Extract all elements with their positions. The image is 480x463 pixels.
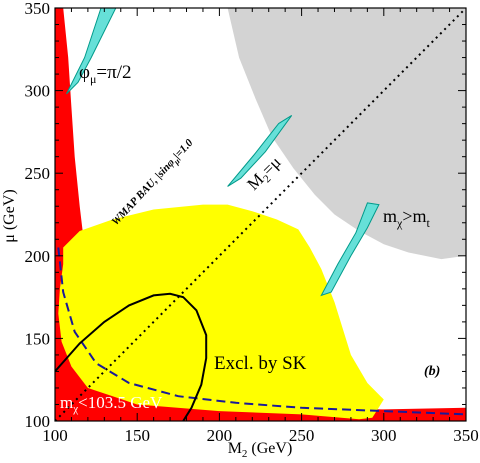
x-axis-title-unit: (GeV) [247, 440, 292, 457]
y-tick-label: 100 [25, 412, 51, 431]
band-wmap-bau-upper-left [66, 8, 117, 95]
region-excl-by-sk [58, 204, 384, 420]
x-tick-label: 150 [124, 426, 150, 445]
y-tick-label: 250 [25, 164, 51, 183]
phase-annotation: φμ=π/2 [79, 62, 132, 86]
y-axis-title: μ (GeV) [1, 189, 18, 242]
x-tick-label: 250 [289, 426, 315, 445]
x-axis-title-sub: 2 [242, 448, 248, 460]
line-closed-contour [55, 292, 208, 421]
x-tick-label: 300 [371, 426, 397, 445]
y-tick-label: 350 [25, 0, 51, 18]
mchi-mt-annotation: mχ>mt [383, 206, 431, 230]
line-m2-mu [55, 8, 466, 421]
sk-annotation: Excl. by SK [214, 353, 307, 374]
line-m-chi-103-5-gev [57, 247, 466, 416]
ticks-layer: 100 150 200 250 300 350 100 150 200 250 300 350 [25, 0, 479, 445]
lines-layer [55, 8, 466, 421]
mchi-limit-annotation: mχ<103.5 GeV [60, 393, 163, 415]
x-axis-title-main: M [228, 440, 242, 457]
band-wmap-bau-lower-right [320, 202, 380, 297]
x-tick-label: 100 [42, 426, 68, 445]
panel-label: (b) [424, 364, 440, 379]
x-tick-label: 350 [453, 426, 479, 445]
x-tick-label: 200 [207, 426, 233, 445]
region-m-chi-m-t [227, 8, 466, 260]
plot-frame [54, 7, 467, 422]
band-wmap-bau-middle [227, 114, 293, 187]
y-tick-label: 150 [25, 329, 51, 348]
bands-layer [66, 8, 380, 297]
y-tick-label: 200 [25, 247, 51, 266]
y-tick-label: 300 [25, 82, 51, 101]
x-axis-title: M2 (GeV) [228, 440, 293, 460]
regions-layer [55, 8, 466, 421]
